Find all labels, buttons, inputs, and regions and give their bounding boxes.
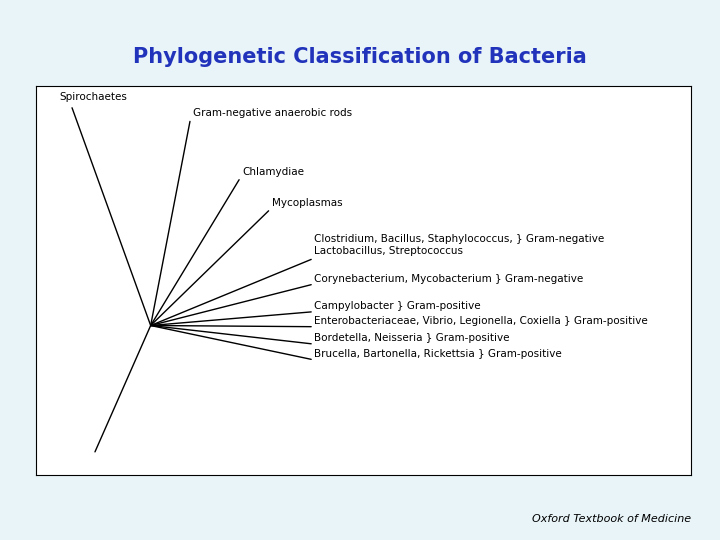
Text: Campylobacter } Gram-positive: Campylobacter } Gram-positive xyxy=(315,301,481,311)
Text: Enterobacteriaceae, Vibrio, Legionella, Coxiella } Gram-positive: Enterobacteriaceae, Vibrio, Legionella, … xyxy=(315,316,648,326)
Text: Spirochaetes: Spirochaetes xyxy=(59,92,127,102)
Text: Brucella, Bartonella, Rickettsia } Gram-positive: Brucella, Bartonella, Rickettsia } Gram-… xyxy=(315,348,562,359)
Text: Bordetella, Neisseria } Gram-positive: Bordetella, Neisseria } Gram-positive xyxy=(315,333,510,343)
Text: Clostridium, Bacillus, Staphylococcus, } Gram-negative
Lactobacillus, Streptococ: Clostridium, Bacillus, Staphylococcus, }… xyxy=(315,234,605,255)
Text: Oxford Textbook of Medicine: Oxford Textbook of Medicine xyxy=(532,514,691,524)
Text: Corynebacterium, Mycobacterium } Gram-negative: Corynebacterium, Mycobacterium } Gram-ne… xyxy=(315,274,584,284)
Text: Mycoplasmas: Mycoplasmas xyxy=(272,198,343,208)
Text: Gram-negative anaerobic rods: Gram-negative anaerobic rods xyxy=(193,107,352,118)
Text: Phylogenetic Classification of Bacteria: Phylogenetic Classification of Bacteria xyxy=(133,46,587,67)
Text: Chlamydiae: Chlamydiae xyxy=(243,167,305,177)
